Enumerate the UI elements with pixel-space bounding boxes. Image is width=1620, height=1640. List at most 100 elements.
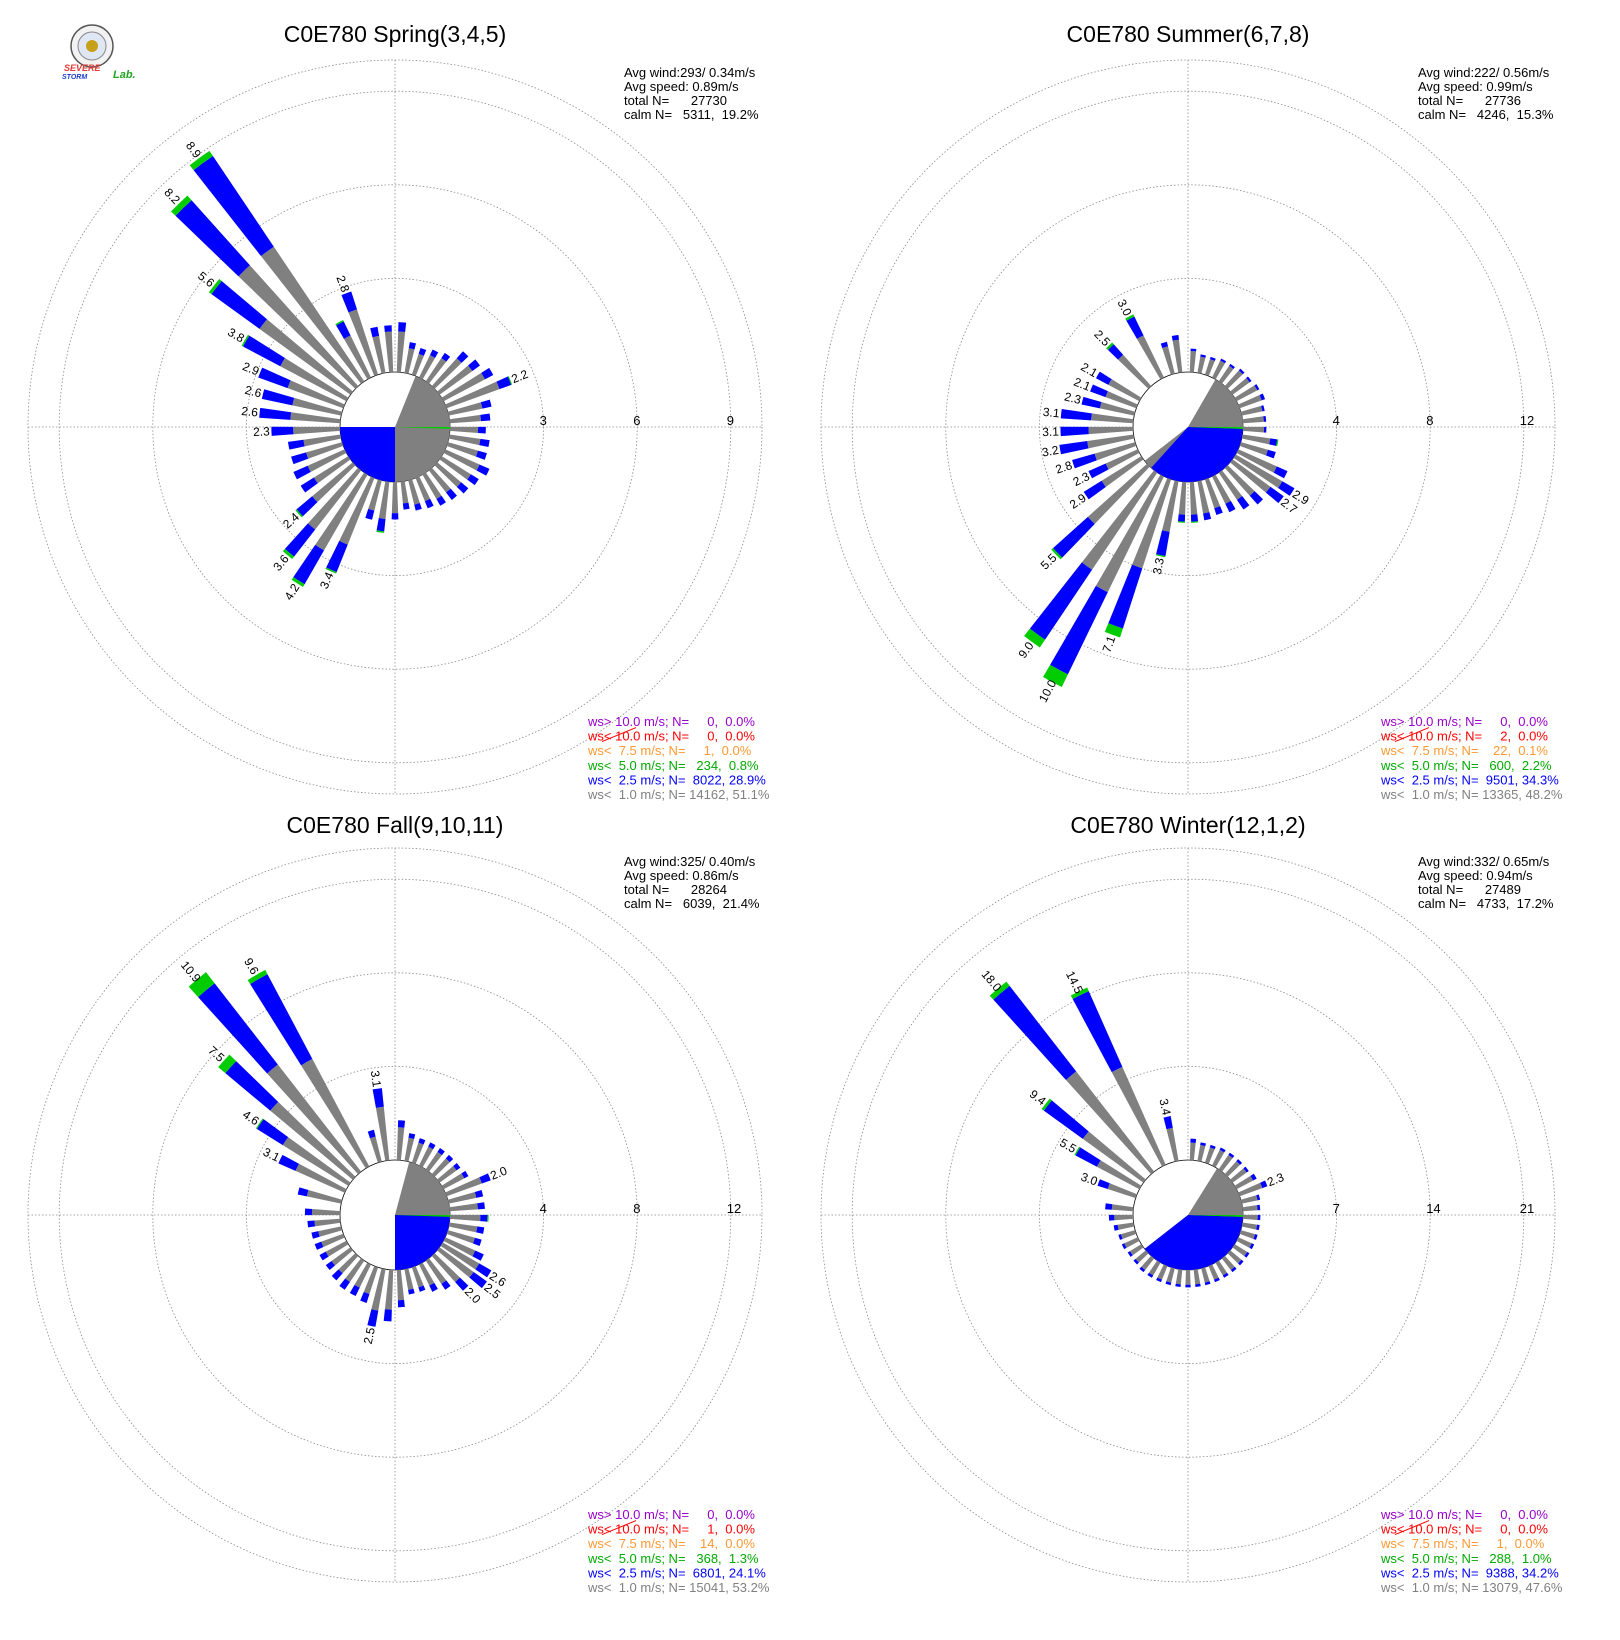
petal-gray-segment xyxy=(1204,477,1221,509)
petal-gray-segment xyxy=(313,456,351,484)
petal-blue-segment xyxy=(1214,1277,1220,1283)
petal-blue-segment xyxy=(1147,1272,1154,1278)
petal-gray-segment xyxy=(1107,1183,1138,1199)
polar-grid xyxy=(820,847,1556,1583)
petal-label: 3.1 xyxy=(261,1145,282,1165)
petal-blue-segment xyxy=(1222,1272,1229,1278)
petal-blue-segment xyxy=(1097,1179,1110,1190)
petal-gray-segment xyxy=(445,381,500,409)
petal-blue-segment xyxy=(259,407,292,420)
petal-gray-segment xyxy=(267,1064,362,1175)
petal-green-segment xyxy=(295,509,303,518)
petal-blue-segment xyxy=(284,523,316,557)
petal-green-segment xyxy=(188,972,215,998)
legend-entry: ws< 7.5 m/s; N= 1, 0.0% xyxy=(587,743,752,758)
calm-green-sector xyxy=(1188,427,1243,429)
petal-blue-segment xyxy=(372,1088,384,1108)
petal-blue-segment xyxy=(367,1129,376,1139)
petal-label: 3.2 xyxy=(1041,443,1060,460)
petal-blue-segment xyxy=(1257,1214,1261,1221)
petal-blue-segment xyxy=(1108,1214,1115,1221)
calm-n-text: calm N= 4733, 17.2% xyxy=(1418,896,1554,911)
petal-green-segment xyxy=(218,1054,237,1074)
petal-gray-segment xyxy=(1087,434,1135,449)
ring-labels: 3 6 9 xyxy=(540,413,734,428)
petal-gray-segment xyxy=(384,1269,394,1310)
petal-green-segment xyxy=(1106,342,1114,350)
stats-block: Avg wind:293/ 0.34m/s Avg speed: 0.89m/s… xyxy=(624,65,759,122)
petal-blue-segment xyxy=(1043,1100,1089,1139)
legend-entry: ws< 5.0 m/s; N= 234, 0.8% xyxy=(587,758,759,773)
petal-blue-segment xyxy=(1214,506,1223,515)
petal-blue-segment xyxy=(479,1173,491,1184)
petal-blue-segment xyxy=(261,389,295,406)
petal-gray-segment xyxy=(378,481,390,519)
petal-gray-segment xyxy=(1166,1267,1175,1283)
petal-gray-segment xyxy=(1212,360,1225,380)
petal-blue-segment xyxy=(1127,1251,1133,1257)
petal-blue-segment xyxy=(1107,344,1124,360)
legend-entry: ws> 10.0 m/s; N= 0, 0.0% xyxy=(1380,714,1548,729)
petal-label: 2.9 xyxy=(240,359,261,378)
lab-logo: SEVERE STORM Lab. xyxy=(62,24,136,81)
petal-gray-segment xyxy=(1230,1168,1247,1183)
petal-blue-segment xyxy=(1177,514,1186,522)
petal-gray-segment xyxy=(396,1127,405,1161)
petal-green-segment xyxy=(1276,439,1279,447)
petal-gray-segment xyxy=(1118,354,1152,389)
petal-gray-segment xyxy=(1081,470,1158,570)
legend-entry: ws< 5.0 m/s; N= 288, 1.0% xyxy=(1380,1551,1552,1566)
petal-gray-segment xyxy=(260,246,365,384)
petal-gray-segment xyxy=(448,434,481,446)
legend-entry: ws< 7.5 m/s; N= 1, 0.0% xyxy=(1380,1536,1545,1551)
panel-title: C0E780 Winter(12,1,2) xyxy=(1070,812,1305,838)
petal-green-segment xyxy=(241,334,250,347)
petal-blue-segment xyxy=(1059,440,1089,455)
petal-gray-segment xyxy=(1230,459,1271,493)
petal-blue-segment xyxy=(1156,530,1170,557)
petal-gray-segment xyxy=(1242,1214,1258,1220)
petal-blue-segment xyxy=(1113,1224,1119,1231)
petal-blue-segment xyxy=(1246,376,1252,383)
petal-gray-segment xyxy=(282,1137,351,1186)
petal-green-segment xyxy=(171,195,192,216)
petal-gray-segment xyxy=(422,472,442,500)
petal-gray-segment xyxy=(1241,1222,1258,1230)
fall-rose-panel: C0E780 Fall(9,10,11) 2.02.62.52.02.53.14… xyxy=(27,812,770,1595)
petal-gray-segment xyxy=(1224,465,1255,496)
petal-blue-segment xyxy=(1230,1266,1237,1273)
petal-gray-segment xyxy=(1088,426,1134,435)
petal-blue-segment xyxy=(1261,405,1265,412)
petal-blue-segment xyxy=(1263,426,1267,433)
legend-entry: ws< 1.0 m/s; N= 15041, 53.2% xyxy=(587,1580,770,1595)
petal-blue-segment xyxy=(1156,1277,1162,1283)
petal-label: 2.0 xyxy=(488,1163,509,1182)
petal-blue-segment xyxy=(293,544,325,585)
petal-green-segment xyxy=(1155,554,1166,558)
petal-gray-segment xyxy=(363,1265,379,1295)
petal-gray-segment xyxy=(1135,1250,1149,1263)
petal-blue-segment xyxy=(1118,1234,1123,1240)
petal-blue-segment xyxy=(1209,1144,1216,1150)
petal-blue-segment xyxy=(1278,481,1295,496)
petal-blue-segment xyxy=(250,974,313,1066)
petal-gray-segment xyxy=(1120,1230,1137,1239)
petal-gray-segment xyxy=(1117,1222,1135,1230)
petal-gray-segment xyxy=(1114,1214,1134,1221)
petal-gray-segment xyxy=(311,1209,341,1216)
petal-label: 2.6 xyxy=(241,404,259,420)
petal-blue-segment xyxy=(469,1271,487,1289)
petal-gray-segment xyxy=(1215,1260,1228,1276)
petal-green-segment xyxy=(208,279,222,295)
avg-wind-text: Avg wind:222/ 0.56m/s xyxy=(1418,65,1550,80)
petal-blue-segment xyxy=(360,1291,370,1303)
legend-strike-mark xyxy=(1394,727,1430,743)
panel-title: C0E780 Spring(3,4,5) xyxy=(284,21,506,47)
petal-gray-segment xyxy=(1238,394,1262,409)
petal-gray-segment xyxy=(431,358,462,389)
petal-blue-segment xyxy=(1219,1147,1226,1153)
legend-entry: ws> 10.0 m/s; N= 0, 0.0% xyxy=(587,1507,755,1522)
petal-gray-segment xyxy=(425,1258,447,1284)
petal-gray-segment xyxy=(404,1137,415,1162)
legend-entry: ws> 10.0 m/s; N= 0, 0.0% xyxy=(1380,1507,1548,1522)
